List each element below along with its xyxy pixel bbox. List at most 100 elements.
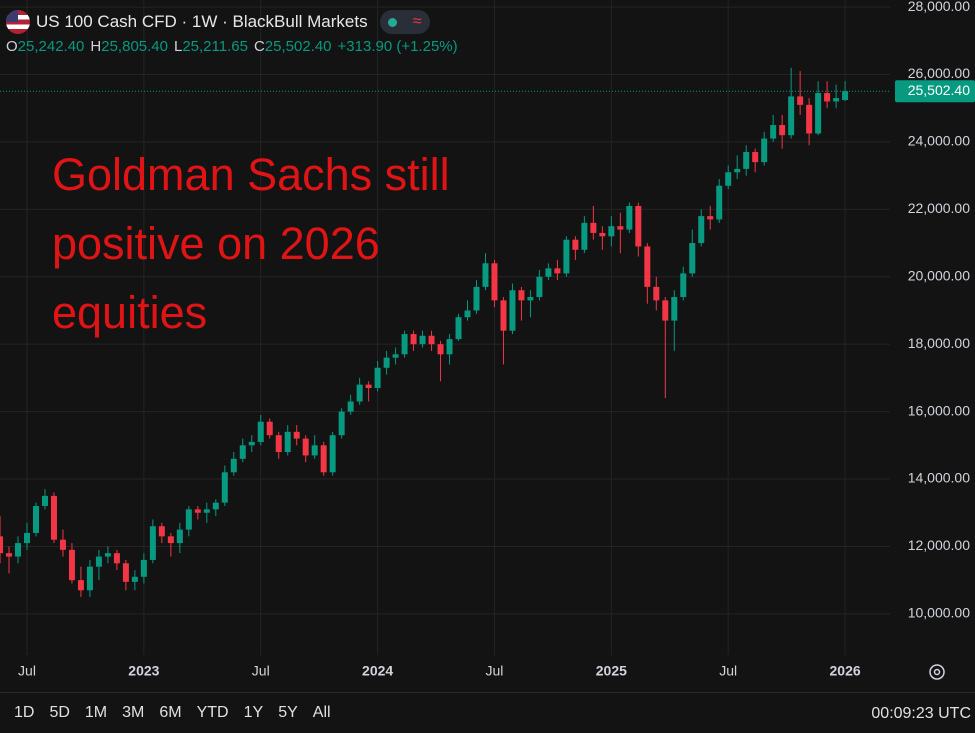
ohlc-key: O xyxy=(6,38,18,55)
symbol[interactable]: US 100 Cash CFD · 1W · BlackBull Markets xyxy=(36,12,368,31)
background xyxy=(0,0,975,690)
candle-body xyxy=(248,441,255,446)
candle-body xyxy=(671,296,678,321)
candle-body xyxy=(320,445,327,473)
candle-body xyxy=(50,495,57,540)
candle-body xyxy=(185,509,192,530)
candle-body xyxy=(311,445,318,456)
candle-body xyxy=(689,243,696,274)
candle-body xyxy=(284,431,291,453)
candle-body xyxy=(275,435,282,453)
candle-body xyxy=(545,268,552,277)
candle-body xyxy=(104,553,111,557)
candle-body xyxy=(221,472,228,503)
candle-body xyxy=(113,553,120,564)
candle-body xyxy=(590,222,597,233)
ohlc-value: 25,502.40 xyxy=(264,38,332,55)
candle-body xyxy=(86,566,93,591)
y-tick-label: 22,000.00 xyxy=(908,200,970,216)
range-button[interactable]: 5Y xyxy=(278,704,298,721)
y-tick-label: 26,000.00 xyxy=(908,65,970,81)
candle-body xyxy=(626,205,633,230)
candle-body xyxy=(473,286,480,311)
candle-body xyxy=(563,239,570,274)
bottom-toolbar: 1D 5D 1M 3M 6M YTD 1Y 5Y All 00:09:23 UTC xyxy=(0,692,975,733)
candle-body xyxy=(527,296,534,301)
candle-body xyxy=(149,526,156,560)
last-price-label: 25,502.40 xyxy=(908,82,970,98)
x-tick-label: Jul xyxy=(719,663,737,679)
candle-body xyxy=(0,536,4,554)
y-tick-label: 24,000.00 xyxy=(908,133,970,149)
candle-body xyxy=(302,438,309,456)
x-tick-label: 2024 xyxy=(362,663,393,679)
range-button[interactable]: 1D xyxy=(14,704,35,721)
candle-body xyxy=(707,216,714,220)
y-tick-label: 18,000.00 xyxy=(908,335,970,351)
candle-body xyxy=(68,549,75,581)
candle-body xyxy=(6,553,13,557)
candle-body xyxy=(734,168,741,173)
range-button[interactable]: All xyxy=(312,704,331,721)
chart: 10,000.00 12,000.00 14,000.00 16,000.00 18,0… xyxy=(0,0,975,690)
candle-body xyxy=(392,354,399,358)
x-tick-label: Jul xyxy=(18,663,36,679)
clock[interactable]: 00:09:23 UTC xyxy=(871,705,971,722)
candle-body xyxy=(770,125,777,139)
ohlc-value: 25,211.65 xyxy=(182,38,248,55)
range-button[interactable]: 3M xyxy=(122,704,145,721)
range-button[interactable]: 1M xyxy=(84,704,108,721)
candle-body xyxy=(455,317,462,340)
candle-body xyxy=(788,96,795,136)
y-tick-label: 12,000.00 xyxy=(908,537,970,553)
candle-body xyxy=(842,91,849,101)
range-button[interactable]: 6M xyxy=(159,704,182,721)
range-button[interactable]: 5D xyxy=(49,704,70,721)
candle-body xyxy=(491,263,498,301)
candle-body xyxy=(482,263,489,287)
candle-body xyxy=(230,458,237,473)
candle-body xyxy=(24,532,30,544)
candle-body xyxy=(347,401,354,412)
candle-body xyxy=(662,300,669,321)
candle-body xyxy=(752,152,759,163)
candle-body xyxy=(806,104,813,134)
candle-body xyxy=(15,543,22,557)
ohlc-row: O25,242.40 H25,805.40 L25,211.65 C25,502.40… xyxy=(6,38,464,55)
candle-body xyxy=(293,431,300,439)
candle-body xyxy=(464,310,471,318)
x-tick-label: 2023 xyxy=(128,663,159,679)
candle-body xyxy=(536,276,543,297)
candle-body xyxy=(815,93,822,134)
candle-body xyxy=(824,93,831,102)
y-tick-label: 28,000.00 xyxy=(908,0,970,14)
candle-body xyxy=(122,563,129,582)
ohlc-value: 25,805.40 xyxy=(101,38,168,55)
wave-icon: ≈ xyxy=(412,13,422,30)
y-tick-label: 20,000.00 xyxy=(908,267,970,283)
y-tick-label: 14,000.00 xyxy=(908,470,970,486)
ohlc-key: C xyxy=(253,38,265,55)
candle-body xyxy=(437,344,444,355)
ohlc-key: L xyxy=(173,38,183,55)
candle-body xyxy=(500,300,507,331)
change: +313.90 (+1.25%) xyxy=(337,38,458,55)
candle-body xyxy=(680,273,687,297)
candle-body xyxy=(779,125,786,136)
candle-body xyxy=(716,185,723,220)
range-button[interactable]: YTD xyxy=(196,704,229,721)
candle-body xyxy=(599,232,606,237)
candle-body xyxy=(509,290,516,331)
candle-body xyxy=(644,246,651,287)
range-button[interactable]: 1Y xyxy=(243,704,264,721)
settings-icon[interactable] xyxy=(929,664,945,680)
candle-body xyxy=(356,384,363,402)
candle-body xyxy=(59,539,66,550)
x-tick-label: 2026 xyxy=(830,663,861,679)
candle-body xyxy=(329,435,336,473)
candle-body xyxy=(131,576,138,582)
candle-body xyxy=(140,559,147,577)
candle-body xyxy=(554,268,561,274)
status-pill[interactable]: ≈ xyxy=(379,10,430,34)
